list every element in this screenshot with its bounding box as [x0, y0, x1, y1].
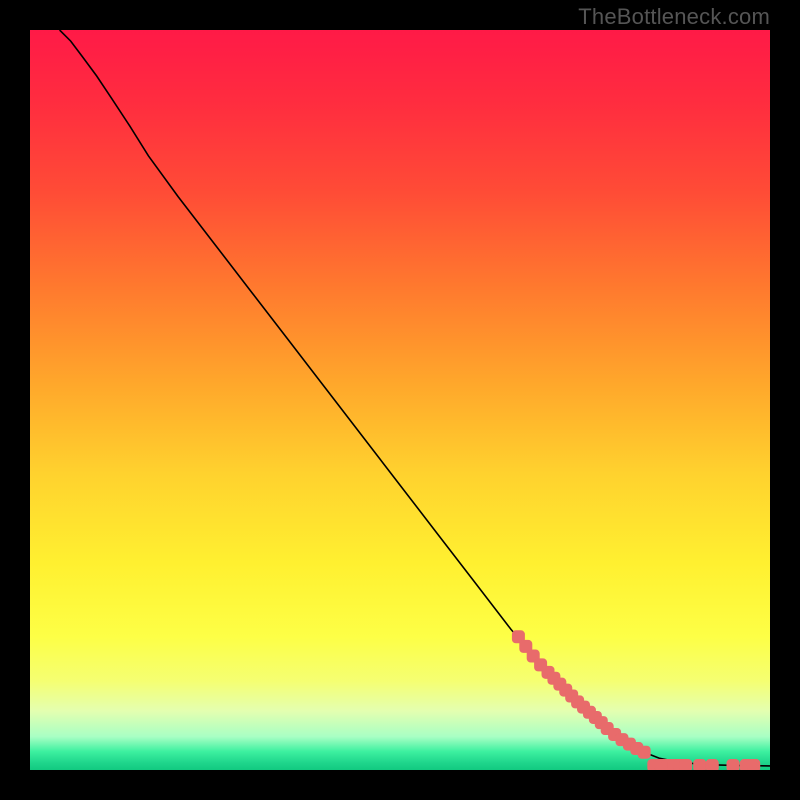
data-marker — [706, 759, 719, 770]
bottleneck-curve-chart — [30, 30, 770, 770]
data-marker — [679, 759, 692, 770]
watermark-text: TheBottleneck.com — [578, 4, 770, 30]
chart-area — [30, 30, 770, 770]
data-marker — [727, 759, 740, 770]
data-marker — [638, 746, 651, 759]
heatmap-background — [30, 30, 770, 770]
data-marker — [747, 759, 760, 770]
data-marker — [693, 759, 706, 770]
